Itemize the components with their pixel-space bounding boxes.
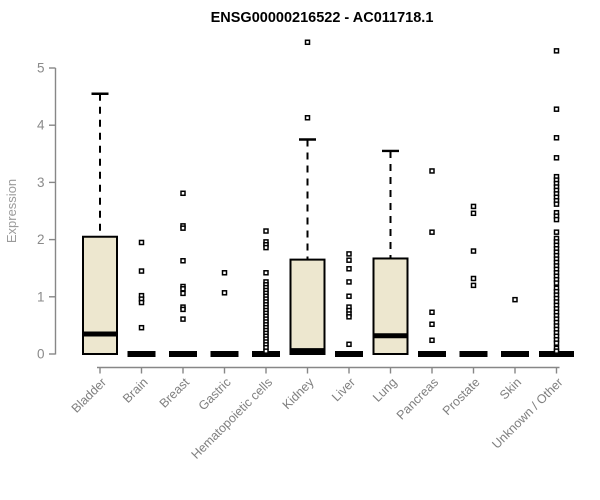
outlier-point bbox=[346, 341, 352, 348]
outlier-point bbox=[138, 239, 145, 246]
outlier-point bbox=[346, 279, 352, 285]
outlier-point bbox=[470, 210, 477, 217]
outlier-point bbox=[429, 229, 435, 235]
x-category-label: Hematopoietic cells bbox=[189, 375, 276, 462]
x-category-label: Lung bbox=[370, 375, 400, 405]
x-category-label: Unknown / Other bbox=[489, 375, 565, 451]
outlier-point bbox=[221, 270, 228, 276]
x-category-label: Brain bbox=[120, 375, 151, 406]
outlier-point bbox=[263, 348, 269, 354]
outlier-point bbox=[180, 258, 186, 264]
outlier-point bbox=[553, 229, 560, 235]
x-category-label: Prostate bbox=[440, 375, 483, 418]
outlier-point bbox=[138, 299, 145, 306]
x-category-label: Gastric bbox=[196, 375, 234, 413]
outlier-point bbox=[429, 321, 435, 328]
y-tick-label: 3 bbox=[37, 175, 45, 190]
x-category-label: Bladder bbox=[69, 375, 109, 415]
outlier-point bbox=[180, 225, 186, 231]
outlier-point bbox=[553, 340, 560, 346]
outlier-point bbox=[553, 280, 560, 286]
y-tick-label: 2 bbox=[37, 232, 45, 247]
outlier-point bbox=[346, 314, 352, 320]
outlier-point bbox=[512, 296, 518, 303]
outlier-point bbox=[346, 293, 352, 299]
outlier-point bbox=[553, 48, 560, 54]
collapsed-box bbox=[252, 351, 280, 357]
x-category-label: Breast bbox=[157, 375, 193, 411]
outlier-point bbox=[180, 290, 186, 297]
box bbox=[289, 258, 326, 355]
collapsed-box bbox=[210, 351, 239, 357]
outlier-point bbox=[180, 306, 186, 313]
outlier-point bbox=[138, 268, 145, 274]
outlier-point bbox=[429, 309, 435, 315]
outlier-point bbox=[346, 257, 352, 263]
collapsed-box bbox=[539, 351, 574, 357]
outlier-point bbox=[221, 290, 228, 296]
outlier-point bbox=[470, 275, 477, 282]
y-axis-label: Expression bbox=[4, 179, 19, 243]
collapsed-box bbox=[418, 351, 446, 357]
outlier-point bbox=[304, 115, 311, 121]
outlier-point bbox=[180, 316, 186, 322]
outlier-point bbox=[470, 282, 477, 289]
outlier-point bbox=[553, 155, 560, 161]
x-category-label: Liver bbox=[329, 375, 358, 404]
outlier-point bbox=[553, 348, 560, 354]
collapsed-box bbox=[127, 351, 156, 357]
y-tick-label: 5 bbox=[37, 61, 45, 76]
chart-title: ENSG00000216522 - AC011718.1 bbox=[211, 10, 434, 26]
x-category-label: Skin bbox=[497, 375, 524, 402]
y-tick-label: 0 bbox=[37, 347, 45, 362]
outlier-point bbox=[553, 106, 560, 112]
collapsed-box bbox=[335, 351, 363, 357]
outlier-point bbox=[429, 337, 435, 344]
outlier-point bbox=[263, 270, 269, 276]
x-category-label: Kidney bbox=[280, 375, 317, 412]
outlier-point bbox=[470, 203, 477, 210]
outlier-point bbox=[263, 244, 269, 251]
y-tick-label: 4 bbox=[37, 118, 45, 133]
collapsed-box bbox=[459, 351, 488, 357]
outlier-point bbox=[304, 39, 311, 46]
outlier-point bbox=[180, 286, 186, 292]
collapsed-box bbox=[169, 351, 197, 357]
y-tick-label: 1 bbox=[37, 289, 45, 304]
outlier-point bbox=[553, 201, 560, 207]
outlier-point bbox=[553, 216, 560, 223]
collapsed-box bbox=[501, 351, 529, 357]
x-category-label: Pancreas bbox=[394, 375, 441, 422]
outlier-point bbox=[553, 135, 560, 141]
box bbox=[372, 257, 409, 356]
plot-marks: 0 1 2 3 4 5 Bladder Brain Breast GastricHematopoi… bbox=[37, 39, 574, 462]
outlier-point bbox=[429, 168, 435, 174]
outlier-point bbox=[263, 228, 269, 234]
outlier-point bbox=[346, 251, 352, 257]
outlier-point bbox=[138, 324, 145, 331]
outlier-point bbox=[470, 248, 477, 254]
outlier-point bbox=[346, 266, 352, 272]
outlier-point bbox=[180, 190, 186, 197]
